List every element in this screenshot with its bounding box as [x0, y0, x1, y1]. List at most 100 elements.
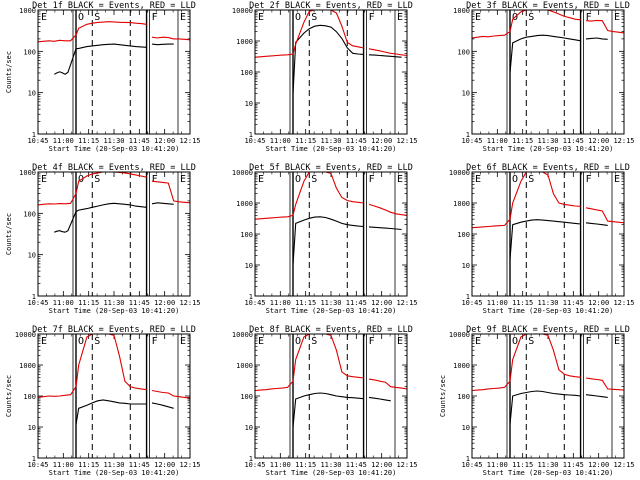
x-tick-label: 10:45	[244, 299, 265, 307]
y-tick-label: 1000	[19, 7, 36, 15]
y-tick-label: 100	[23, 393, 36, 401]
y-tick-label: 1	[32, 293, 36, 301]
series-line-lld	[38, 334, 190, 399]
interval-label: F	[369, 12, 375, 23]
y-tick-label: 100	[240, 393, 253, 401]
interval-label: E	[475, 174, 481, 185]
x-tick-label: 11:30	[103, 461, 124, 469]
x-tick-label: 11:15	[295, 299, 316, 307]
plot-frame	[471, 171, 625, 297]
x-tick-label: 11:00	[53, 461, 74, 469]
chart-title: Det 2f BLACK = Events, RED = LLD	[249, 1, 413, 11]
interval-label: F	[586, 336, 592, 347]
x-tick-label: 11:15	[295, 461, 316, 469]
plot-frame	[471, 333, 625, 459]
x-tick-label: 12:00	[154, 461, 175, 469]
x-axis-label: Start Time (20-Sep-03 10:41:20)	[266, 145, 397, 153]
x-tick-label: 12:15	[613, 137, 634, 145]
x-axis-label: Start Time (20-Sep-03 10:41:20)	[266, 469, 397, 477]
x-axis-label: Start Time (20-Sep-03 10:41:20)	[483, 145, 614, 153]
x-tick-label: 11:15	[512, 137, 533, 145]
interval-label: E	[258, 174, 264, 185]
interval-label: F	[152, 336, 158, 347]
interval-label: O	[78, 12, 84, 23]
y-axis-label: Counts/sec	[5, 51, 13, 93]
series-line-lld	[38, 21, 190, 43]
interval-label: E	[41, 336, 47, 347]
y-tick-label: 10000	[449, 331, 470, 339]
y-tick-label: 1000	[453, 362, 470, 370]
series-line-lld	[255, 172, 407, 220]
y-tick-label: 1000	[236, 362, 253, 370]
x-tick-label: 11:30	[103, 299, 124, 307]
interval-label: E	[41, 174, 47, 185]
interval-label: E	[258, 336, 264, 347]
interval-label: E	[614, 12, 620, 23]
y-tick-label: 10	[28, 90, 36, 98]
plot-frame	[37, 333, 191, 459]
y-tick-label: 1	[466, 131, 470, 139]
plot-frame	[254, 171, 408, 297]
interval-label: E	[475, 12, 481, 23]
series-line-events	[292, 24, 402, 94]
x-tick-label: 12:15	[396, 137, 417, 145]
y-tick-label: 1000	[236, 200, 253, 208]
y-tick-label: 1	[466, 293, 470, 301]
interval-label: E	[41, 12, 47, 23]
x-tick-label: 11:45	[563, 299, 584, 307]
interval-label: E	[258, 12, 264, 23]
series-line-lld	[255, 334, 407, 392]
y-tick-label: 1	[32, 455, 36, 463]
x-tick-label: 12:15	[179, 461, 200, 469]
x-tick-label: 12:15	[179, 299, 200, 307]
plot-frame	[254, 9, 408, 135]
y-tick-label: 10	[245, 262, 253, 270]
interval-label: E	[397, 336, 403, 347]
interval-label: F	[369, 174, 375, 185]
interval-label: O	[295, 12, 301, 23]
x-axis-label: Start Time (20-Sep-03 10:41:20)	[483, 307, 614, 315]
series-line-lld	[38, 172, 190, 206]
y-tick-label: 1	[32, 131, 36, 139]
x-axis-label: Start Time (20-Sep-03 10:41:20)	[49, 307, 180, 315]
y-tick-label: 10	[245, 100, 253, 108]
y-axis-label: Counts/sec	[439, 375, 447, 417]
interval-label: S	[94, 12, 100, 23]
x-tick-label: 11:45	[346, 137, 367, 145]
x-tick-label: 11:00	[53, 299, 74, 307]
interval-label: O	[512, 336, 518, 347]
x-tick-label: 11:00	[270, 299, 291, 307]
x-tick-label: 11:30	[537, 299, 558, 307]
x-tick-label: 12:00	[154, 137, 175, 145]
x-tick-label: 11:15	[78, 461, 99, 469]
x-tick-label: 11:45	[346, 461, 367, 469]
x-tick-label: 12:15	[179, 137, 200, 145]
chart-title: Det 9f BLACK = Events, RED = LLD	[466, 325, 630, 335]
interval-label: F	[586, 174, 592, 185]
x-tick-label: 11:15	[512, 299, 533, 307]
plot-frame	[37, 9, 191, 135]
y-tick-label: 10	[28, 424, 36, 432]
chart-panel-2: Det 2f BLACK = Events, RED = LLD 1 10 100 10…	[232, 1, 418, 153]
chart-title: Det 6f BLACK = Events, RED = LLD	[466, 163, 630, 173]
interval-label: S	[311, 174, 317, 185]
x-tick-label: 12:00	[588, 461, 609, 469]
series-line-events	[76, 400, 185, 425]
y-tick-label: 1	[249, 131, 253, 139]
y-axis-label: Counts/sec	[5, 213, 13, 255]
y-tick-label: 100	[457, 393, 470, 401]
y-tick-label: 1	[249, 455, 253, 463]
x-axis-label: Start Time (20-Sep-03 10:41:20)	[266, 307, 397, 315]
x-tick-label: 12:00	[588, 299, 609, 307]
y-tick-label: 10000	[232, 331, 253, 339]
x-tick-label: 11:00	[487, 137, 508, 145]
x-tick-label: 11:45	[129, 461, 150, 469]
x-tick-label: 12:00	[371, 461, 392, 469]
y-tick-label: 10	[28, 252, 36, 260]
chart-title: Det 3f BLACK = Events, RED = LLD	[466, 1, 630, 11]
x-tick-label: 10:45	[27, 299, 48, 307]
chart-panel-4: Det 4f BLACK = Events, RED = LLD Counts/s…	[5, 163, 201, 315]
y-tick-label: 10000	[232, 7, 253, 15]
x-tick-label: 12:15	[396, 299, 417, 307]
